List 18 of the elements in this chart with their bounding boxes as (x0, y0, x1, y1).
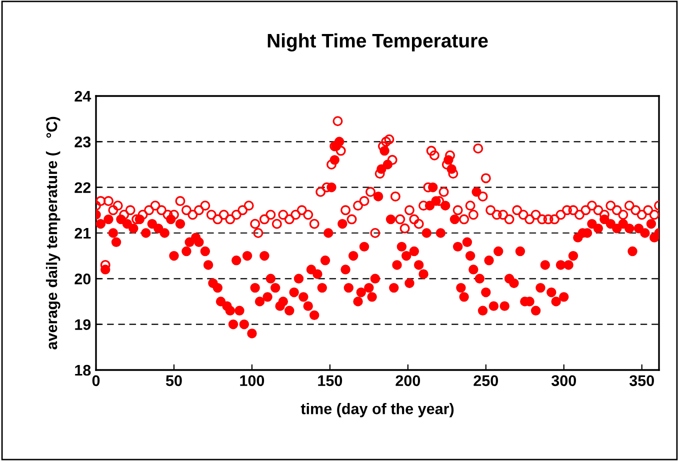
y-tick-label: 22 (74, 182, 91, 193)
x-tick-label: 350 (629, 375, 654, 386)
x-tick-label: 250 (474, 375, 498, 386)
y-axis-title: average daily temperature ( °C) (46, 116, 60, 350)
x-tick-label: 200 (396, 375, 420, 386)
y-tick-label: 19 (75, 319, 91, 330)
x-tick-label: 300 (551, 375, 576, 386)
chart-title: Night Time Temperature (268, 33, 488, 52)
x-axis-title: time (day of the year) (300, 402, 454, 418)
y-tick-label: 18 (75, 364, 91, 376)
y-tick-label: 21 (74, 228, 91, 239)
y-tick-label: 23 (74, 136, 91, 148)
y-tick-label: 24 (74, 90, 92, 102)
y-tick-label: 20 (74, 274, 91, 284)
x-tick-label: 100 (240, 375, 264, 386)
x-tick-label: 0 (92, 375, 100, 386)
x-tick-label: 50 (166, 375, 182, 386)
x-tick-label: 150 (318, 375, 342, 386)
